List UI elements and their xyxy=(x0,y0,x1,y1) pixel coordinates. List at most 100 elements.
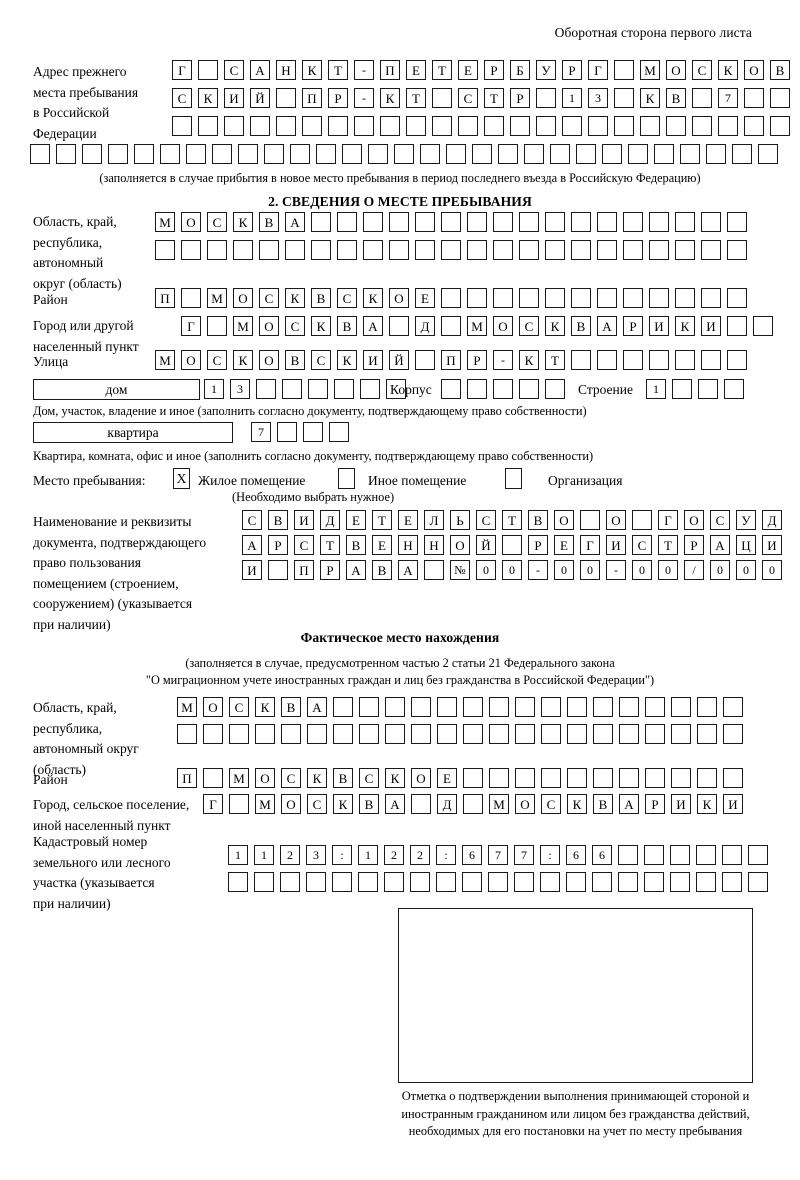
grid-cell[interactable] xyxy=(580,510,600,530)
grid-cell[interactable]: П xyxy=(441,350,461,370)
grid-cell[interactable]: О xyxy=(259,316,279,336)
grid-cell[interactable]: Т xyxy=(484,88,504,108)
grid-cell[interactable] xyxy=(649,288,669,308)
checkbox-other-premises[interactable] xyxy=(338,468,355,489)
grid-cell[interactable] xyxy=(337,240,357,260)
grid-cell[interactable] xyxy=(108,144,128,164)
grid-cell[interactable] xyxy=(394,144,414,164)
grid-cell[interactable] xyxy=(593,724,613,744)
grid-cell[interactable] xyxy=(515,768,535,788)
grid-cell[interactable] xyxy=(441,288,461,308)
grid-cell[interactable]: У xyxy=(536,60,556,80)
grid-cell[interactable] xyxy=(515,724,535,744)
grid-cell[interactable]: - xyxy=(606,560,626,580)
grid-cell[interactable]: Р xyxy=(562,60,582,80)
grid-cell[interactable] xyxy=(645,697,665,717)
grid-cell[interactable] xyxy=(306,872,326,892)
grid-cell[interactable] xyxy=(385,724,405,744)
grid-cell[interactable]: - xyxy=(354,60,374,80)
grid-cell[interactable]: Р xyxy=(623,316,643,336)
grid-cell[interactable] xyxy=(623,212,643,232)
grid-cell[interactable] xyxy=(701,350,721,370)
grid-cell[interactable]: 1 xyxy=(358,845,378,865)
grid-cell[interactable] xyxy=(645,724,665,744)
grid-cell[interactable]: В xyxy=(333,768,353,788)
grid-cell[interactable]: 1 xyxy=(254,845,274,865)
grid-cell[interactable] xyxy=(254,872,274,892)
grid-cell[interactable] xyxy=(614,60,634,80)
grid-cell[interactable]: Т xyxy=(658,535,678,555)
grid-cell[interactable]: И xyxy=(242,560,262,580)
grid-cell[interactable] xyxy=(181,288,201,308)
grid-cell[interactable]: 1 xyxy=(646,379,666,399)
grid-cell[interactable] xyxy=(198,116,218,136)
grid-cell[interactable] xyxy=(566,872,586,892)
grid-cell[interactable]: Г xyxy=(172,60,192,80)
grid-cell[interactable]: В xyxy=(372,560,392,580)
grid-cell[interactable] xyxy=(724,379,744,399)
grid-cell[interactable]: И xyxy=(224,88,244,108)
grid-cell[interactable] xyxy=(670,845,690,865)
grid-cell[interactable] xyxy=(545,379,565,399)
grid-cell[interactable] xyxy=(467,212,487,232)
grid-cell[interactable]: С xyxy=(285,316,305,336)
grid-cell[interactable] xyxy=(519,379,539,399)
grid-cell[interactable] xyxy=(332,872,352,892)
document-row-3[interactable]: И П Р А В А № 0 0-0 0-0 0/0 0 0 xyxy=(242,560,788,580)
grid-cell[interactable] xyxy=(748,845,768,865)
grid-cell[interactable]: В xyxy=(666,88,686,108)
grid-cell[interactable] xyxy=(567,724,587,744)
grid-cell[interactable]: 0 xyxy=(710,560,730,580)
grid-cell[interactable]: О xyxy=(203,697,223,717)
grid-cell[interactable] xyxy=(696,872,716,892)
grid-cell[interactable]: Д xyxy=(320,510,340,530)
grid-cell[interactable]: 0 xyxy=(476,560,496,580)
grid-cell[interactable] xyxy=(536,88,556,108)
grid-cell[interactable] xyxy=(463,768,483,788)
grid-cell[interactable] xyxy=(727,288,747,308)
grid-cell[interactable]: № xyxy=(450,560,470,580)
grid-cell[interactable]: Г xyxy=(203,794,223,814)
grid-cell[interactable]: С xyxy=(242,510,262,530)
grid-cell[interactable] xyxy=(337,212,357,232)
grid-cell[interactable] xyxy=(519,240,539,260)
grid-cell[interactable]: А xyxy=(250,60,270,80)
grid-cell[interactable]: С xyxy=(337,288,357,308)
grid-cell[interactable] xyxy=(285,240,305,260)
grid-cell[interactable] xyxy=(722,845,742,865)
grid-cell[interactable] xyxy=(628,144,648,164)
grid-cell[interactable] xyxy=(411,724,431,744)
grid-cell[interactable] xyxy=(541,768,561,788)
grid-cell[interactable] xyxy=(415,240,435,260)
actual-region-row-2[interactable] xyxy=(177,724,749,744)
grid-cell[interactable] xyxy=(268,560,288,580)
grid-cell[interactable] xyxy=(723,724,743,744)
grid-cell[interactable] xyxy=(181,240,201,260)
grid-cell[interactable]: Б xyxy=(510,60,530,80)
grid-cell[interactable] xyxy=(389,240,409,260)
grid-cell[interactable]: К xyxy=(198,88,218,108)
grid-cell[interactable]: М xyxy=(467,316,487,336)
grid-cell[interactable] xyxy=(384,872,404,892)
grid-cell[interactable] xyxy=(282,379,302,399)
grid-cell[interactable] xyxy=(597,212,617,232)
grid-cell[interactable]: Р xyxy=(467,350,487,370)
grid-cell[interactable]: В xyxy=(337,316,357,336)
grid-cell[interactable]: С xyxy=(541,794,561,814)
previous-address-row-3[interactable] xyxy=(172,116,796,136)
grid-cell[interactable]: Р xyxy=(510,88,530,108)
grid-cell[interactable]: О xyxy=(281,794,301,814)
grid-cell[interactable]: С xyxy=(710,510,730,530)
grid-cell[interactable]: К xyxy=(380,88,400,108)
grid-cell[interactable] xyxy=(649,212,669,232)
grid-cell[interactable] xyxy=(259,240,279,260)
grid-cell[interactable] xyxy=(386,379,406,399)
grid-cell[interactable]: Д xyxy=(415,316,435,336)
grid-cell[interactable] xyxy=(229,794,249,814)
grid-cell[interactable] xyxy=(748,872,768,892)
grid-cell[interactable]: Т xyxy=(328,60,348,80)
stroenie-cells[interactable]: 1 xyxy=(646,379,750,399)
grid-cell[interactable] xyxy=(706,144,726,164)
korpus-cells[interactable] xyxy=(441,379,571,399)
